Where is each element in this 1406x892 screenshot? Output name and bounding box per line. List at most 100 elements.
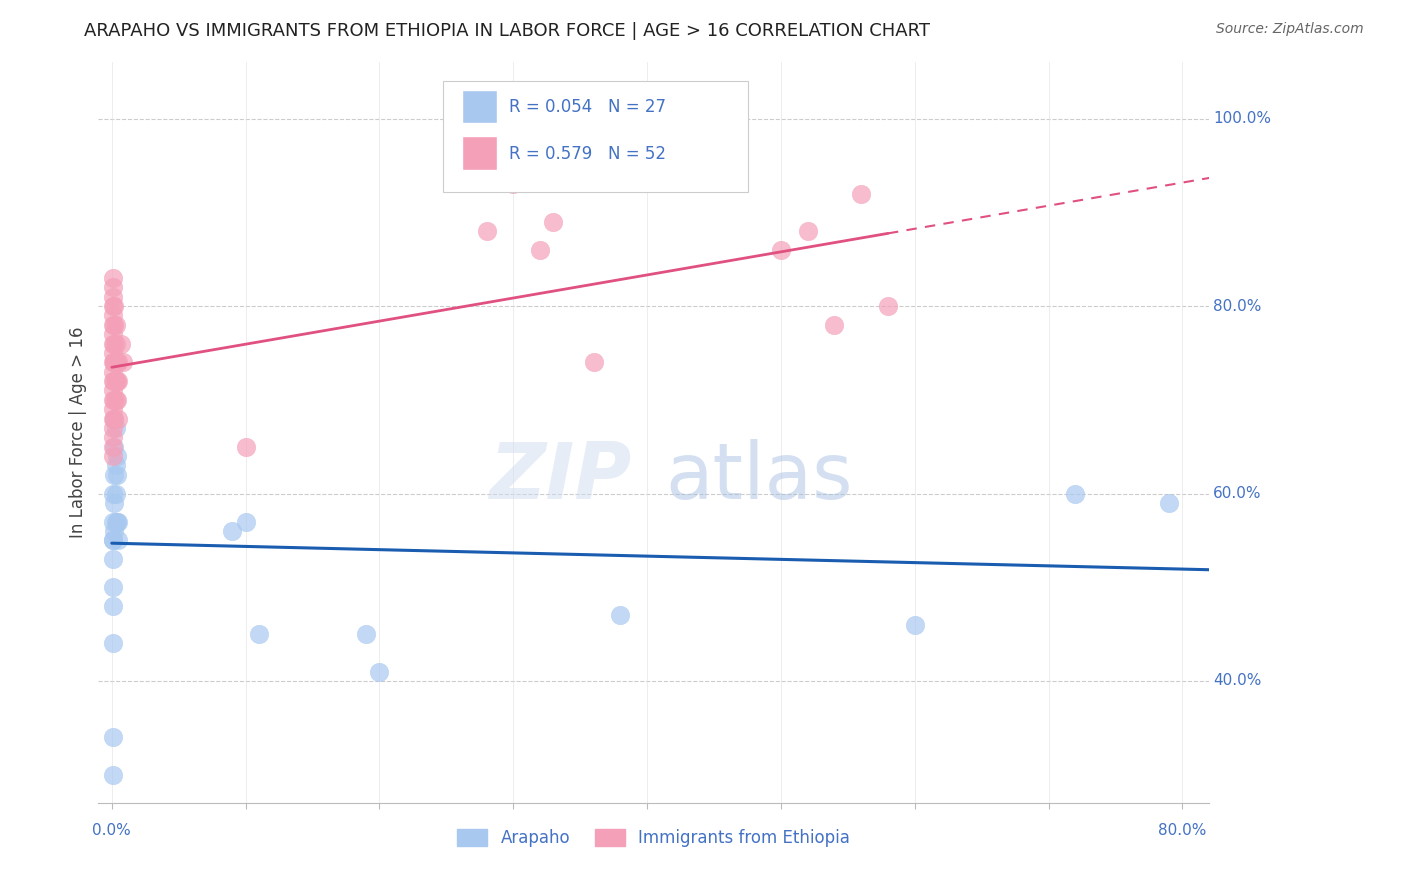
- Point: [582, 355, 605, 369]
- Text: ARAPAHO VS IMMIGRANTS FROM ETHIOPIA IN LABOR FORCE | AGE > 16 CORRELATION CHART: ARAPAHO VS IMMIGRANTS FROM ETHIOPIA IN L…: [84, 22, 931, 40]
- Point: [101, 599, 124, 613]
- Point: [101, 411, 124, 425]
- Legend: Arapaho, Immigrants from Ethiopia: Arapaho, Immigrants from Ethiopia: [450, 822, 858, 854]
- Point: [107, 374, 129, 388]
- Point: [103, 355, 125, 369]
- Point: [101, 552, 124, 566]
- Point: [105, 374, 128, 388]
- Point: [101, 402, 124, 417]
- Point: [101, 421, 124, 435]
- Point: [104, 458, 127, 473]
- Text: atlas: atlas: [665, 439, 852, 515]
- Point: [101, 767, 124, 781]
- Point: [475, 224, 498, 238]
- Point: [823, 318, 845, 332]
- Point: [104, 318, 127, 332]
- Point: [101, 533, 124, 548]
- Point: [107, 411, 129, 425]
- Point: [354, 627, 377, 641]
- Point: [105, 449, 128, 463]
- Point: [107, 533, 129, 548]
- Point: [101, 299, 124, 313]
- Point: [101, 486, 124, 500]
- Point: [104, 374, 127, 388]
- Point: [101, 440, 124, 454]
- Point: [101, 327, 124, 342]
- Point: [101, 346, 124, 360]
- Text: 60.0%: 60.0%: [1213, 486, 1261, 501]
- Point: [104, 336, 127, 351]
- Text: 80.0%: 80.0%: [1213, 299, 1261, 314]
- Point: [101, 318, 124, 332]
- Point: [103, 524, 125, 538]
- Point: [101, 271, 124, 285]
- Point: [111, 355, 134, 369]
- Point: [101, 580, 124, 594]
- Point: [103, 411, 125, 425]
- Text: 80.0%: 80.0%: [1159, 823, 1206, 838]
- Point: [529, 243, 551, 257]
- FancyBboxPatch shape: [443, 81, 748, 192]
- Point: [103, 355, 125, 369]
- Point: [101, 430, 124, 444]
- Point: [105, 467, 128, 482]
- Point: [103, 496, 125, 510]
- Point: [104, 486, 127, 500]
- Point: [1157, 496, 1180, 510]
- Point: [103, 374, 125, 388]
- Point: [502, 178, 524, 192]
- Point: [235, 515, 257, 529]
- Point: [103, 440, 125, 454]
- Point: [103, 299, 125, 313]
- Point: [543, 215, 565, 229]
- Text: 100.0%: 100.0%: [1213, 112, 1271, 126]
- Point: [877, 299, 900, 313]
- Point: [101, 392, 124, 407]
- Text: Source: ZipAtlas.com: Source: ZipAtlas.com: [1216, 22, 1364, 37]
- Point: [104, 355, 127, 369]
- Point: [101, 374, 124, 388]
- Point: [104, 421, 127, 435]
- Point: [368, 665, 391, 679]
- Point: [769, 243, 792, 257]
- Text: 40.0%: 40.0%: [1213, 673, 1261, 689]
- Y-axis label: In Labor Force | Age > 16: In Labor Force | Age > 16: [69, 326, 87, 539]
- Point: [105, 392, 128, 407]
- Point: [101, 355, 124, 369]
- Point: [104, 515, 127, 529]
- Bar: [461, 136, 498, 169]
- Point: [104, 392, 127, 407]
- Point: [247, 627, 270, 641]
- Point: [105, 515, 128, 529]
- Point: [110, 336, 132, 351]
- Point: [101, 280, 124, 294]
- Point: [101, 636, 124, 650]
- Point: [103, 336, 125, 351]
- Point: [101, 365, 124, 379]
- Point: [103, 467, 125, 482]
- Point: [101, 336, 124, 351]
- Point: [103, 411, 125, 425]
- Point: [101, 449, 124, 463]
- Point: [105, 355, 128, 369]
- Point: [101, 384, 124, 398]
- Bar: [461, 90, 498, 123]
- Text: 0.0%: 0.0%: [93, 823, 131, 838]
- Text: R = 0.579   N = 52: R = 0.579 N = 52: [509, 145, 666, 162]
- Point: [609, 608, 631, 623]
- Point: [107, 355, 129, 369]
- Point: [101, 730, 124, 744]
- Point: [1064, 486, 1087, 500]
- Point: [796, 224, 818, 238]
- Point: [101, 515, 124, 529]
- Point: [103, 392, 125, 407]
- Point: [221, 524, 243, 538]
- Point: [235, 440, 257, 454]
- Text: R = 0.054   N = 27: R = 0.054 N = 27: [509, 98, 666, 116]
- Point: [101, 533, 124, 548]
- Point: [107, 515, 129, 529]
- Point: [904, 617, 927, 632]
- Point: [101, 309, 124, 323]
- Point: [851, 186, 873, 201]
- Point: [101, 290, 124, 304]
